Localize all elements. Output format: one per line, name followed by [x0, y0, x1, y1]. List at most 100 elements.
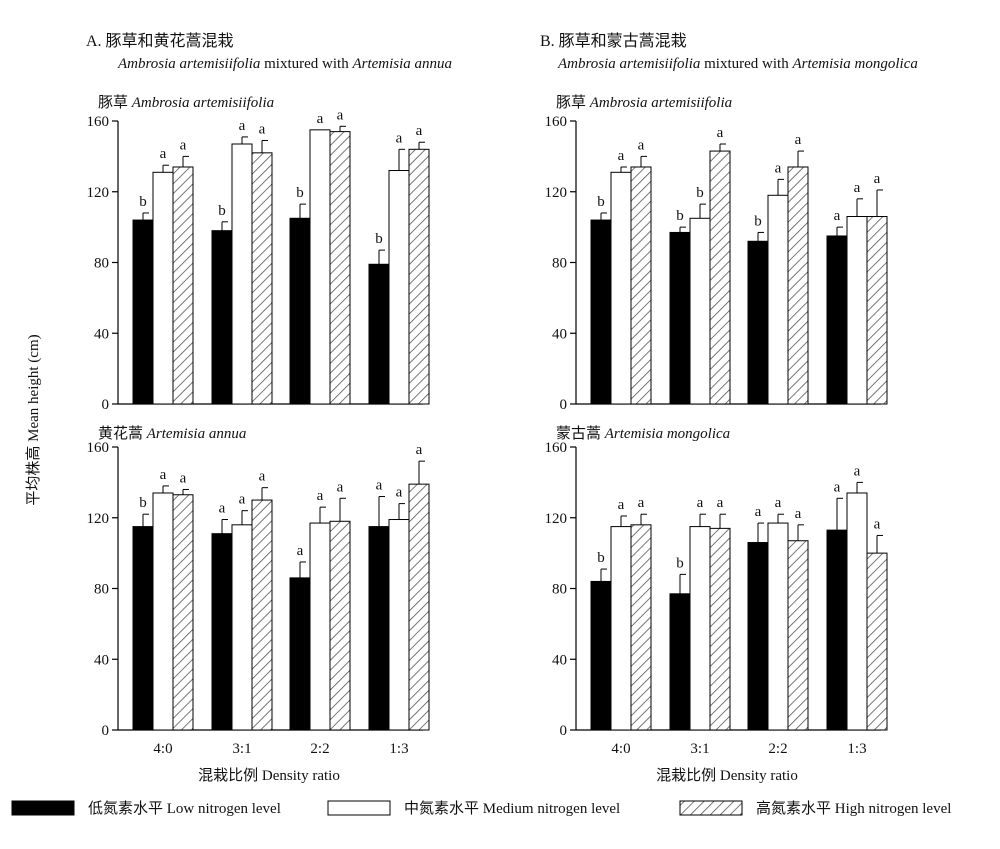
significance-letter: a	[834, 479, 841, 495]
column-b-title: B. 豚草和蒙古蒿混栽	[540, 32, 687, 50]
significance-letter: a	[239, 492, 246, 508]
significance-letter: a	[795, 506, 802, 522]
significance-letter: b	[139, 194, 147, 210]
bar-high-1-3	[408, 483, 430, 731]
legend: 低氮素水平 Low nitrogen level 中氮素水平 Medium ni…	[11, 800, 951, 817]
bar-low-2-2	[747, 542, 769, 731]
bar-medium-4-0	[152, 171, 174, 405]
significance-letter: a	[854, 463, 861, 479]
significance-letter: a	[717, 495, 724, 511]
bar-high-3-1	[709, 150, 731, 405]
legend-label-medium: 中氮素水平 Medium nitrogen level	[404, 800, 620, 817]
bar-medium-1-3	[388, 519, 410, 731]
y-tick-label: 160	[545, 440, 568, 456]
subtitle-part: Ambrosia artemisiifolia	[557, 56, 700, 72]
panel-A-top: 豚草 Ambrosia artemisiifolia04080120160baa…	[87, 94, 430, 413]
bar-medium-1-3	[846, 216, 868, 405]
significance-letter: a	[775, 160, 782, 176]
subtitle-part: mixtured with	[260, 56, 352, 72]
bar-high-3-1	[251, 152, 273, 405]
panel-species-label: 蒙古蒿 Artemisia mongolica	[556, 425, 730, 442]
bar-high-2-2	[787, 540, 809, 731]
bar-low-4-0	[132, 219, 154, 405]
significance-letter: a	[297, 543, 304, 559]
significance-letter: b	[676, 555, 684, 571]
x-tick-label: 1:3	[389, 741, 408, 757]
bar-low-1-3	[826, 529, 848, 731]
column-b-subtitle: Ambrosia artemisiifolia mixtured with Ar…	[557, 56, 918, 72]
bar-low-3-1	[669, 593, 691, 731]
y-tick-label: 80	[94, 256, 109, 272]
y-tick-label: 0	[102, 397, 110, 413]
species-cn: 豚草	[556, 94, 590, 111]
bar-medium-4-0	[610, 171, 632, 405]
subtitle-part: Artemisia annua	[351, 56, 452, 72]
bar-high-1-3	[408, 148, 430, 405]
bar-high-2-2	[787, 166, 809, 405]
y-tick-label: 120	[87, 185, 110, 201]
significance-letter: a	[638, 137, 645, 153]
significance-letter: b	[296, 185, 304, 201]
y-tick-label: 40	[552, 652, 567, 668]
x-tick-label: 2:2	[310, 741, 329, 757]
bar-high-3-1	[251, 499, 273, 731]
bar-low-3-1	[669, 231, 691, 405]
bar-high-4-0	[172, 494, 194, 731]
bar-medium-2-2	[767, 522, 789, 731]
y-tick-label: 80	[552, 256, 567, 272]
bar-low-2-2	[747, 240, 769, 405]
subtitle-part: Ambrosia artemisiifolia	[117, 56, 260, 72]
bar-low-4-0	[590, 580, 612, 731]
significance-letter: a	[317, 488, 324, 504]
x-tick-label: 1:3	[847, 741, 866, 757]
significance-letter: a	[396, 485, 403, 501]
y-tick-label: 0	[102, 723, 110, 739]
significance-letter: b	[597, 194, 605, 210]
y-axis-label: 平均株高 Mean height (cm)	[25, 334, 42, 505]
y-tick-label: 40	[94, 652, 109, 668]
panel-B-top: 豚草 Ambrosia artemisiifolia04080120160baa…	[545, 94, 888, 413]
bar-high-4-0	[630, 166, 652, 405]
significance-letter: a	[874, 171, 881, 187]
y-tick-label: 160	[87, 440, 110, 456]
significance-letter: b	[754, 213, 762, 229]
bar-low-2-2	[289, 577, 311, 731]
y-tick-label: 80	[552, 582, 567, 598]
significance-letter: a	[160, 146, 167, 162]
bar-medium-2-2	[309, 129, 331, 405]
bar-medium-1-3	[388, 170, 410, 405]
significance-letter: a	[697, 495, 704, 511]
significance-letter: a	[775, 495, 782, 511]
bar-medium-3-1	[231, 143, 253, 405]
significance-letter: a	[239, 118, 246, 134]
significance-letter: b	[218, 203, 226, 219]
x-tick-label: 4:0	[611, 741, 630, 757]
species-latin: Artemisia mongolica	[604, 426, 730, 442]
significance-letter: a	[376, 478, 383, 494]
significance-letter: a	[854, 180, 861, 196]
bar-low-2-2	[289, 217, 311, 405]
bar-low-4-0	[590, 219, 612, 405]
bar-low-1-3	[368, 526, 390, 731]
x-tick-label: 4:0	[153, 741, 172, 757]
x-axis-label-b: 混栽比例 Density ratio	[656, 767, 798, 784]
significance-letter: a	[259, 469, 266, 485]
significance-letter: a	[416, 123, 423, 139]
significance-letter: b	[375, 231, 383, 247]
significance-letter: a	[396, 130, 403, 146]
bar-medium-4-0	[152, 492, 174, 731]
column-a-subtitle: Ambrosia artemisiifolia mixtured with Ar…	[117, 56, 452, 72]
subtitle-part: Artemisia mongolica	[791, 56, 917, 72]
y-tick-label: 0	[560, 723, 568, 739]
bar-high-4-0	[630, 524, 652, 731]
x-tick-label: 2:2	[768, 741, 787, 757]
legend-label-low: 低氮素水平 Low nitrogen level	[88, 800, 281, 817]
bar-high-1-3	[866, 216, 888, 405]
significance-letter: a	[618, 497, 625, 513]
species-latin: Ambrosia artemisiifolia	[589, 95, 732, 111]
species-cn: 蒙古蒿	[556, 425, 605, 442]
bar-medium-2-2	[767, 194, 789, 405]
significance-letter: a	[717, 125, 724, 141]
